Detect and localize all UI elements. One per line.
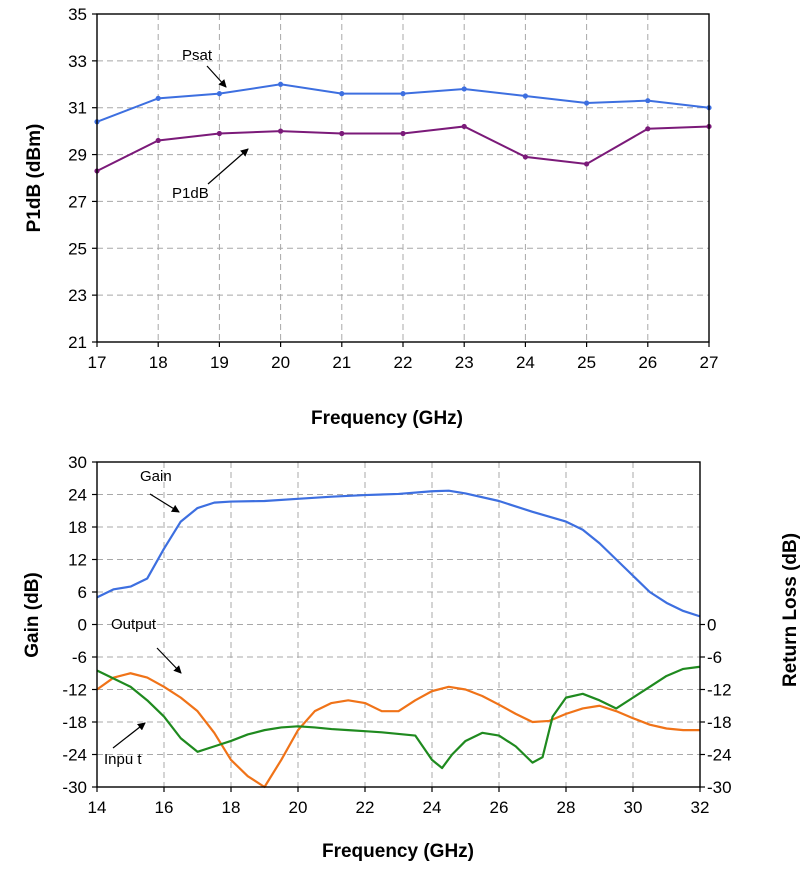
chart2-y-ticks: -30 -24 -18 -12 -6 0 6 12 18 24 30 bbox=[62, 453, 97, 797]
chart2-y-tick-label: 30 bbox=[68, 453, 87, 472]
chart1-x-axis-title: Frequency (GHz) bbox=[311, 408, 463, 429]
chart2-y-tick-label: 18 bbox=[68, 518, 87, 537]
chart2-series-line-input bbox=[96, 665, 701, 770]
chart1-arrow-p1db bbox=[207, 148, 249, 185]
chart2-y2-ticks: -30 -24 -18 -12 -6 0 bbox=[700, 616, 732, 797]
chart2-x-tick-label: 22 bbox=[356, 798, 375, 817]
chart1-y-tick-label: 35 bbox=[68, 5, 87, 24]
chart2-series-line-output bbox=[96, 672, 700, 789]
chart1-x-tick-label: 22 bbox=[394, 353, 413, 372]
chart1-data-point-psat bbox=[522, 93, 529, 99]
chart2-label-gain: Gain bbox=[140, 468, 172, 485]
chart1-y-tick-label: 29 bbox=[68, 146, 87, 165]
chart1-x-tick-label: 20 bbox=[271, 353, 290, 372]
chart2-grid bbox=[97, 462, 700, 787]
chart1-y-tick-label: 33 bbox=[68, 52, 87, 71]
chart1-data-point-psat bbox=[339, 91, 345, 97]
chart2-series bbox=[96, 489, 701, 789]
chart1-data-point-p1db bbox=[584, 161, 590, 167]
chart2-arrow-input bbox=[112, 722, 146, 749]
chart2-x-tick-label: 24 bbox=[423, 798, 442, 817]
chart1-x-ticks: 17 18 19 20 21 22 23 24 25 26 27 bbox=[88, 342, 719, 372]
p1db-chart: 17 18 19 20 21 22 23 24 25 26 27 2123252729313335 … bbox=[24, 5, 718, 429]
chart1-data-point-p1db bbox=[278, 128, 284, 134]
chart1-data-point-p1db bbox=[155, 137, 161, 144]
chart2-x-axis-title: Frequency (GHz) bbox=[322, 841, 474, 862]
chart1-x-tick-label: 25 bbox=[577, 353, 596, 372]
chart1-arrow-psat bbox=[206, 65, 227, 88]
chart1-data-point-psat bbox=[155, 95, 161, 101]
chart2-y-tick-label: -12 bbox=[62, 681, 87, 700]
chart2-y2-tick-label: -12 bbox=[707, 681, 732, 700]
chart1-y-axis-title: P1dB (dBm) bbox=[24, 124, 45, 233]
chart1-y-tick-label: 27 bbox=[68, 192, 87, 211]
chart2-y-tick-label: -18 bbox=[62, 713, 87, 732]
chart2-y2-axis-title: Return Loss (dB) bbox=[780, 533, 801, 687]
chart1-label-p1db: P1dB bbox=[172, 185, 209, 202]
chart1-x-tick-label: 23 bbox=[455, 353, 474, 372]
chart1-y-tick-label: 21 bbox=[68, 333, 87, 352]
chart2-y-tick-label: 6 bbox=[78, 583, 87, 602]
chart2-x-ticks: 14 16 18 20 22 24 26 28 30 32 bbox=[88, 787, 710, 817]
chart1-x-tick-label: 18 bbox=[149, 353, 168, 372]
chart2-arrow-output bbox=[156, 647, 182, 674]
chart2-y-tick-label: -30 bbox=[62, 778, 87, 797]
chart1-data-point-psat bbox=[645, 98, 651, 104]
chart2-y-tick-label: 24 bbox=[68, 486, 87, 505]
chart1-data-point-p1db bbox=[645, 126, 651, 132]
chart2-x-tick-label: 16 bbox=[155, 798, 174, 817]
chart1-y-tick-label: 23 bbox=[68, 286, 87, 305]
chart1-data-point-psat bbox=[400, 91, 406, 97]
chart2-y-axis-title: Gain (dB) bbox=[22, 572, 43, 658]
chart1-x-tick-label: 21 bbox=[332, 353, 351, 372]
chart1-x-tick-label: 26 bbox=[638, 353, 657, 372]
chart1-series bbox=[94, 81, 712, 174]
chart1-data-point-p1db bbox=[400, 130, 406, 137]
chart2-y-tick-label: -6 bbox=[72, 648, 87, 667]
chart2-label-output: Output bbox=[111, 616, 157, 633]
gain-return-loss-chart: 14 16 18 20 22 24 26 28 30 32 -30 -24 -18 -12 -6 0 6 12 1… bbox=[22, 453, 801, 862]
chart1-y-ticks: 21 23 25 27 29 31 33 35 bbox=[68, 5, 97, 352]
chart2-x-tick-label: 18 bbox=[222, 798, 241, 817]
chart1-data-point-psat bbox=[216, 91, 222, 97]
chart1-y-tick-label: 31 bbox=[68, 99, 87, 118]
chart2-x-tick-label: 28 bbox=[557, 798, 576, 817]
chart1-label-psat: Psat bbox=[182, 47, 213, 64]
chart1-data-point-psat bbox=[278, 81, 284, 87]
chart2-y-tick-label: -24 bbox=[62, 746, 87, 765]
chart1-y-tick-label: 25 bbox=[68, 239, 87, 258]
chart2-label-input: Inpu t bbox=[104, 751, 142, 768]
chart1-x-tick-label: 24 bbox=[516, 353, 535, 372]
chart2-y-tick-label: 12 bbox=[68, 551, 87, 570]
chart2-y2-tick-label: -30 bbox=[707, 778, 732, 797]
chart2-x-tick-label: 26 bbox=[490, 798, 509, 817]
chart2-x-tick-label: 20 bbox=[289, 798, 308, 817]
chart1-data-point-psat bbox=[584, 100, 590, 106]
chart2-y2-tick-label: -24 bbox=[707, 746, 732, 765]
chart1-x-tick-label: 27 bbox=[700, 353, 719, 372]
chart1-data-point-psat bbox=[461, 86, 467, 92]
chart2-x-tick-label: 14 bbox=[88, 798, 107, 817]
chart2-arrow-gain bbox=[149, 493, 180, 513]
chart1-x-tick-label: 19 bbox=[210, 353, 229, 372]
chart1-x-tick-label: 17 bbox=[88, 353, 107, 372]
chart2-y2-tick-label: 0 bbox=[707, 616, 716, 635]
chart2-y2-tick-label: -6 bbox=[707, 648, 722, 667]
chart2-x-tick-label: 30 bbox=[624, 798, 643, 817]
chart2-x-tick-label: 32 bbox=[691, 798, 710, 817]
chart1-data-point-p1db bbox=[216, 130, 222, 137]
chart1-data-point-p1db bbox=[339, 130, 345, 137]
chart2-y-tick-label: 0 bbox=[78, 616, 87, 635]
chart2-series-line-gain bbox=[96, 489, 701, 618]
chart2-y2-tick-label: -18 bbox=[707, 713, 732, 732]
chart1-data-point-p1db bbox=[522, 154, 529, 160]
chart1-grid bbox=[97, 14, 709, 342]
chart1-data-point-p1db bbox=[461, 123, 467, 130]
